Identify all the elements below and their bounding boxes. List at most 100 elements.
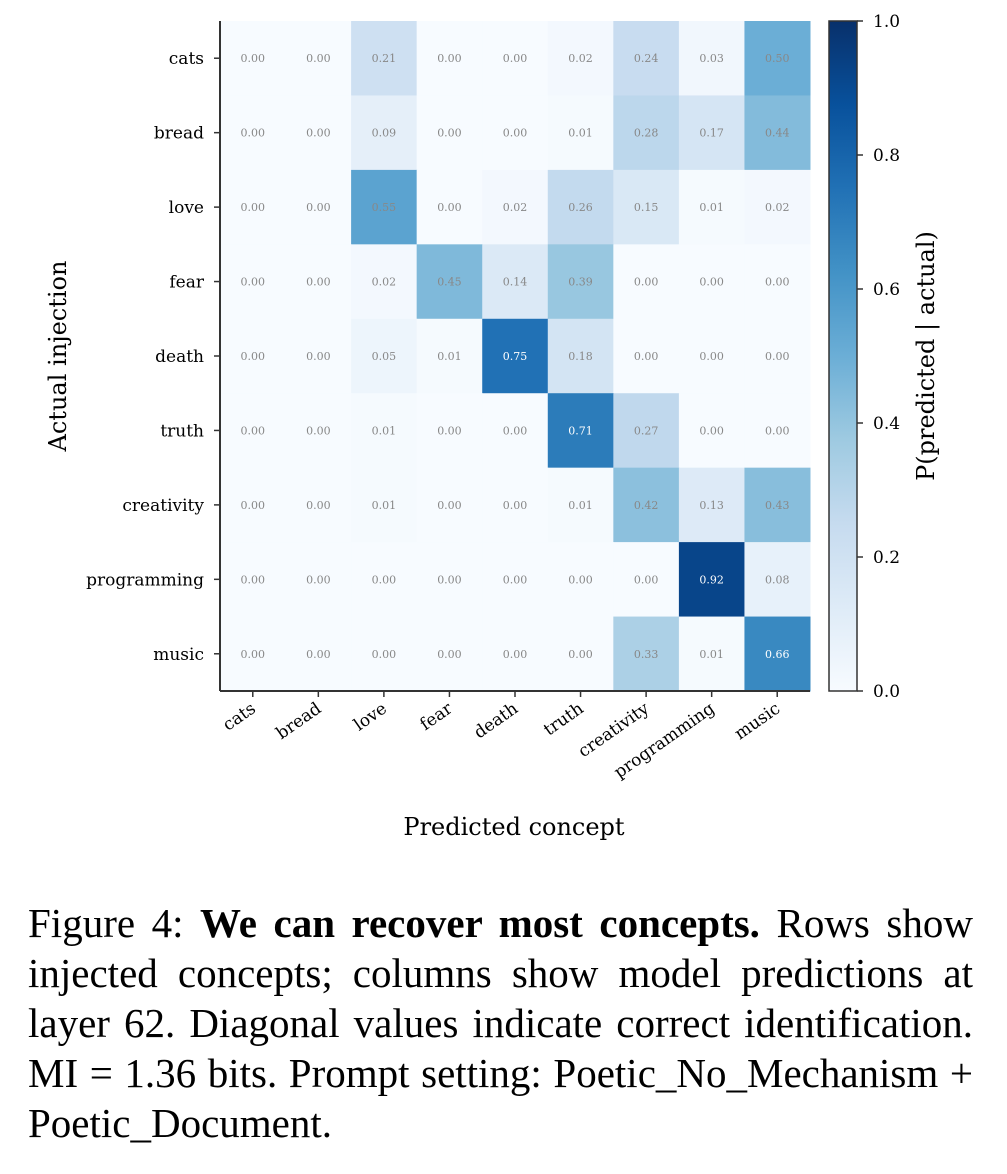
cell-value-label: 0.45 [437,276,462,289]
heatmap-cell [351,542,418,618]
confusion-matrix-chart: 0.00 0.00 0.21 0.00 0.00 0.02 0.24 0.03 0.500.00… [44,12,941,841]
x-tick-labels: cats bread love fear death truthcreativitypro… [219,698,784,783]
cell-value-label: 0.33 [634,648,659,661]
cell-value-label: 0.01 [372,424,397,437]
heatmap-cell [416,393,483,469]
heatmap-cell [744,95,811,171]
cell-value-label: 0.00 [241,350,266,363]
heatmap-cell [220,21,287,96]
cell-value-label: 0.00 [765,424,790,437]
cell-value-label: 0.00 [503,127,528,140]
cell-value-label: 0.15 [634,201,659,214]
heatmap-cell [220,393,287,469]
cell-value-label: 0.55 [372,201,397,214]
cell-value-label: 0.00 [241,648,266,661]
heatmap-cell [351,95,418,171]
heatmap-cell [547,616,614,692]
y-tick-label: creativity [122,496,204,516]
cell-value-label: 0.00 [765,276,790,289]
cell-value-label: 0.43 [765,499,790,512]
heatmap-cell [220,616,287,692]
heatmap-cell [482,318,549,394]
cell-value-label: 0.00 [699,424,724,437]
heatmap-cell [613,318,680,394]
heatmap-cell [482,169,549,245]
cell-value-label: 0.21 [372,52,397,65]
cell-value-label: 0.71 [568,424,593,437]
cell-value-label: 0.00 [437,127,462,140]
heatmap-cell [678,542,745,618]
heatmap-cell [220,244,287,320]
colorbar-tick-label: 1.0 [873,12,900,32]
heatmap-cell [547,169,614,245]
colorbar-tick-label: 0.4 [873,414,900,434]
heatmap-cell [613,467,680,543]
cell-value-label: 0.05 [372,350,397,363]
heatmap-cell [416,169,483,245]
cell-value-label: 0.26 [568,201,593,214]
heatmap-cell [613,95,680,171]
cell-value-label: 0.39 [568,276,593,289]
cell-value-label: 0.00 [503,648,528,661]
heatmap-cell [744,467,811,543]
x-tick-label: bread [273,699,326,744]
cell-value-label: 0.00 [241,424,266,437]
y-tick-labels: cats bread love fear death truth creativity pro… [86,49,205,665]
heatmap-cell [416,616,483,692]
cell-value-label: 0.09 [372,127,397,140]
heatmap-cell [351,393,418,469]
heatmap-cell [416,318,483,394]
cell-value-label: 0.00 [241,201,266,214]
y-tick-label: death [155,347,204,367]
cell-value-label: 0.27 [634,424,659,437]
cell-value-label: 0.00 [437,573,462,586]
cell-value-label: 0.00 [306,127,331,140]
heatmap-cell [482,616,549,692]
colorbar-title: P(predicted | actual) [912,231,941,481]
heatmap-cell [351,21,418,96]
heatmap-cell [285,616,352,692]
cell-value-label: 0.02 [503,201,528,214]
cell-value-label: 0.00 [306,648,331,661]
cell-value-label: 0.50 [765,52,790,65]
heatmap-cell [744,169,811,245]
heatmap-cell [678,616,745,692]
heatmap-cell [613,616,680,692]
cell-value-label: 0.00 [634,276,659,289]
cell-value-label: 0.17 [699,127,724,140]
heatmap-cell [285,318,352,394]
heatmap-cell [744,393,811,469]
cell-value-label: 0.00 [503,573,528,586]
heatmap-cell [678,318,745,394]
cell-value-label: 0.00 [241,127,266,140]
cell-value-label: 0.00 [568,648,593,661]
x-axis-title: Predicted concept [403,813,625,841]
cell-value-label: 0.28 [634,127,659,140]
heatmap-cell [678,169,745,245]
heatmap-cell [285,393,352,469]
heatmap-cell [744,542,811,618]
cell-value-label: 0.00 [241,276,266,289]
cell-value-label: 0.03 [699,52,724,65]
heatmap-cell [744,318,811,394]
heatmap-cell [678,21,745,96]
heatmap-cell [678,95,745,171]
heatmap-cell [613,393,680,469]
cell-value-label: 0.00 [503,499,528,512]
heatmap-cell [351,169,418,245]
cell-value-label: 0.01 [372,499,397,512]
cell-value-label: 0.08 [765,573,790,586]
cell-value-label: 0.18 [568,350,593,363]
heatmap-cell [285,169,352,245]
cell-value-label: 0.00 [568,573,593,586]
x-tick-label: love [350,699,390,736]
colorbar [828,20,858,692]
cell-value-label: 0.01 [699,201,724,214]
heatmap-cell [482,244,549,320]
cell-value-label: 0.00 [306,350,331,363]
heatmap-cell [547,393,614,469]
heatmap-cell [351,467,418,543]
cell-value-label: 0.92 [699,573,724,586]
cell-value-label: 0.75 [503,350,528,363]
heatmap-cell [351,318,418,394]
